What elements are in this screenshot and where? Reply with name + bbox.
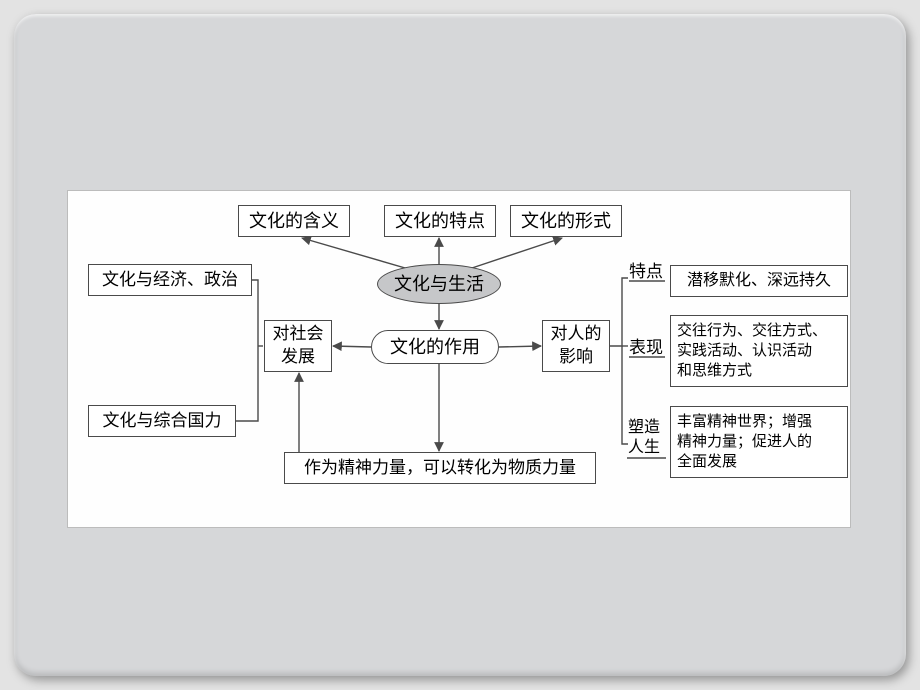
node-r2: 交往行为、交往方式、实践活动、认识活动和思维方式 [670, 315, 848, 387]
node-label: 文化的作用 [390, 335, 480, 359]
label-suzao: 塑造人生 [628, 418, 660, 458]
node-label: 丰富精神世界；增强精神力量；促进人的全面发展 [677, 412, 812, 473]
node-label: 文化的特点 [395, 209, 485, 233]
node-culture-role: 文化的作用 [371, 330, 499, 364]
node-label: 对社会发展 [273, 323, 324, 369]
node-label: 作为精神力量，可以转化为物质力量 [304, 457, 576, 480]
node-culture-character: 文化的特点 [384, 205, 496, 237]
label-biaoxian: 表现 [629, 337, 663, 358]
node-culture-form: 文化的形式 [510, 205, 622, 237]
node-label: 文化与生活 [394, 272, 484, 296]
node-label: 潜移默化、深远持久 [687, 270, 831, 292]
node-society-dev: 对社会发展 [264, 320, 332, 372]
node-label: 交往行为、交往方式、实践活动、认识活动和思维方式 [677, 321, 827, 382]
node-label: 文化的形式 [521, 209, 611, 233]
node-label: 文化与经济、政治 [102, 269, 238, 292]
node-economy-politics: 文化与经济、政治 [88, 264, 252, 296]
node-label: 对人的影响 [551, 323, 602, 369]
node-label: 文化与综合国力 [103, 410, 222, 433]
slide: 文化的含义 文化的特点 文化的形式 文化与生活 文化的作用 文化与经济、政治 文… [14, 14, 906, 676]
node-culture-life: 文化与生活 [377, 264, 501, 304]
node-people-effect: 对人的影响 [542, 320, 610, 372]
label-tedian: 特点 [629, 261, 663, 282]
node-r1: 潜移默化、深远持久 [670, 265, 848, 297]
node-spiritual-material: 作为精神力量，可以转化为物质力量 [284, 452, 596, 484]
node-label: 文化的含义 [249, 209, 339, 233]
node-r3: 丰富精神世界；增强精神力量；促进人的全面发展 [670, 406, 848, 478]
node-culture-meaning: 文化的含义 [238, 205, 350, 237]
node-national-power: 文化与综合国力 [88, 405, 236, 437]
